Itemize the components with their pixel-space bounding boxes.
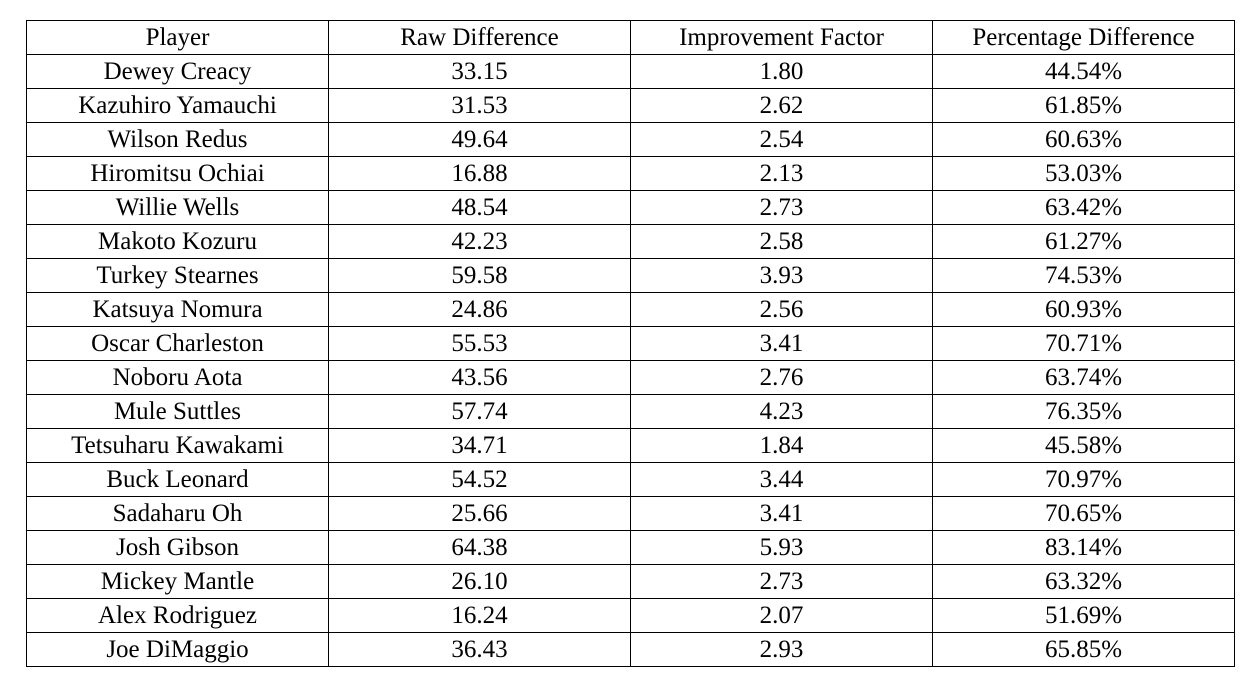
table-row: Josh Gibson 64.38 5.93 83.14% <box>26 530 1235 565</box>
table-row: Tetsuharu Kawakami 34.71 1.84 45.58% <box>26 428 1235 463</box>
player-name-cell: Buck Leonard <box>26 462 329 497</box>
raw-difference-cell: 26.10 <box>328 564 631 599</box>
percentage-difference-cell: 60.63% <box>932 122 1235 157</box>
table-header: Player Raw Difference Improvement Factor… <box>26 20 1235 55</box>
table-row: Mule Suttles 57.74 4.23 76.35% <box>26 394 1235 429</box>
improvement-factor-cell: 2.73 <box>630 190 933 225</box>
percentage-difference-cell: 44.54% <box>932 54 1235 89</box>
player-name-cell: Wilson Redus <box>26 122 329 157</box>
percentage-difference-cell: 74.53% <box>932 258 1235 293</box>
improvement-factor-cell: 3.41 <box>630 496 933 531</box>
percentage-difference-cell: 70.97% <box>932 462 1235 497</box>
player-name-cell: Noboru Aota <box>26 360 329 395</box>
table-row: Makoto Kozuru 42.23 2.58 61.27% <box>26 224 1235 259</box>
percentage-difference-cell: 70.71% <box>932 326 1235 361</box>
raw-difference-cell: 33.15 <box>328 54 631 89</box>
percentage-difference-cell: 63.32% <box>932 564 1235 599</box>
percentage-difference-cell: 76.35% <box>932 394 1235 429</box>
table-row: Buck Leonard 54.52 3.44 70.97% <box>26 462 1235 497</box>
raw-difference-cell: 49.64 <box>328 122 631 157</box>
table-row: Alex Rodriguez 16.24 2.07 51.69% <box>26 598 1235 633</box>
improvement-factor-cell: 2.73 <box>630 564 933 599</box>
player-name-cell: Dewey Creacy <box>26 54 329 89</box>
table-body: Dewey Creacy 33.15 1.80 44.54% Kazuhiro Yama… <box>26 54 1235 667</box>
player-name-cell: Willie Wells <box>26 190 329 225</box>
player-name-cell: Joe DiMaggio <box>26 632 329 667</box>
player-name-cell: Makoto Kozuru <box>26 224 329 259</box>
table-row: Wilson Redus 49.64 2.54 60.63% <box>26 122 1235 157</box>
percentage-difference-cell: 65.85% <box>932 632 1235 667</box>
improvement-factor-cell: 1.84 <box>630 428 933 463</box>
raw-difference-cell: 42.23 <box>328 224 631 259</box>
player-name-cell: Josh Gibson <box>26 530 329 565</box>
table-row: Turkey Stearnes 59.58 3.93 74.53% <box>26 258 1235 293</box>
raw-difference-cell: 57.74 <box>328 394 631 429</box>
player-name-cell: Alex Rodriguez <box>26 598 329 633</box>
header-row: Player Raw Difference Improvement Factor… <box>26 20 1235 55</box>
percentage-difference-cell: 51.69% <box>932 598 1235 633</box>
column-header-player: Player <box>26 20 329 55</box>
percentage-difference-cell: 83.14% <box>932 530 1235 565</box>
table-row: Noboru Aota 43.56 2.76 63.74% <box>26 360 1235 395</box>
player-name-cell: Turkey Stearnes <box>26 258 329 293</box>
raw-difference-cell: 64.38 <box>328 530 631 565</box>
percentage-difference-cell: 60.93% <box>932 292 1235 327</box>
player-name-cell: Sadaharu Oh <box>26 496 329 531</box>
table-row: Hiromitsu Ochiai 16.88 2.13 53.03% <box>26 156 1235 191</box>
raw-difference-cell: 59.58 <box>328 258 631 293</box>
percentage-difference-cell: 45.58% <box>932 428 1235 463</box>
percentage-difference-cell: 53.03% <box>932 156 1235 191</box>
raw-difference-cell: 31.53 <box>328 88 631 123</box>
improvement-factor-cell: 3.93 <box>630 258 933 293</box>
table-row: Sadaharu Oh 25.66 3.41 70.65% <box>26 496 1235 531</box>
raw-difference-cell: 24.86 <box>328 292 631 327</box>
table-row: Kazuhiro Yamauchi 31.53 2.62 61.85% <box>26 88 1235 123</box>
improvement-factor-cell: 2.62 <box>630 88 933 123</box>
table-row: Joe DiMaggio 36.43 2.93 65.85% <box>26 632 1235 667</box>
table-row: Katsuya Nomura 24.86 2.56 60.93% <box>26 292 1235 327</box>
improvement-factor-cell: 5.93 <box>630 530 933 565</box>
column-header-percentage-difference: Percentage Difference <box>932 20 1235 55</box>
player-stats-table: Player Raw Difference Improvement Factor… <box>26 20 1235 667</box>
improvement-factor-cell: 2.58 <box>630 224 933 259</box>
improvement-factor-cell: 2.76 <box>630 360 933 395</box>
improvement-factor-cell: 2.13 <box>630 156 933 191</box>
percentage-difference-cell: 63.74% <box>932 360 1235 395</box>
raw-difference-cell: 16.88 <box>328 156 631 191</box>
player-name-cell: Oscar Charleston <box>26 326 329 361</box>
improvement-factor-cell: 4.23 <box>630 394 933 429</box>
raw-difference-cell: 36.43 <box>328 632 631 667</box>
player-name-cell: Hiromitsu Ochiai <box>26 156 329 191</box>
player-name-cell: Katsuya Nomura <box>26 292 329 327</box>
column-header-raw-difference: Raw Difference <box>328 20 631 55</box>
improvement-factor-cell: 3.41 <box>630 326 933 361</box>
raw-difference-cell: 16.24 <box>328 598 631 633</box>
player-name-cell: Mule Suttles <box>26 394 329 429</box>
improvement-factor-cell: 2.93 <box>630 632 933 667</box>
raw-difference-cell: 54.52 <box>328 462 631 497</box>
improvement-factor-cell: 2.54 <box>630 122 933 157</box>
player-name-cell: Tetsuharu Kawakami <box>26 428 329 463</box>
raw-difference-cell: 25.66 <box>328 496 631 531</box>
percentage-difference-cell: 63.42% <box>932 190 1235 225</box>
percentage-difference-cell: 61.85% <box>932 88 1235 123</box>
column-header-improvement-factor: Improvement Factor <box>630 20 933 55</box>
improvement-factor-cell: 3.44 <box>630 462 933 497</box>
player-name-cell: Kazuhiro Yamauchi <box>26 88 329 123</box>
improvement-factor-cell: 2.56 <box>630 292 933 327</box>
raw-difference-cell: 48.54 <box>328 190 631 225</box>
table-row: Willie Wells 48.54 2.73 63.42% <box>26 190 1235 225</box>
improvement-factor-cell: 2.07 <box>630 598 933 633</box>
raw-difference-cell: 55.53 <box>328 326 631 361</box>
percentage-difference-cell: 61.27% <box>932 224 1235 259</box>
table-row: Oscar Charleston 55.53 3.41 70.71% <box>26 326 1235 361</box>
player-name-cell: Mickey Mantle <box>26 564 329 599</box>
raw-difference-cell: 43.56 <box>328 360 631 395</box>
table-row: Mickey Mantle 26.10 2.73 63.32% <box>26 564 1235 599</box>
table-row: Dewey Creacy 33.15 1.80 44.54% <box>26 54 1235 89</box>
improvement-factor-cell: 1.80 <box>630 54 933 89</box>
raw-difference-cell: 34.71 <box>328 428 631 463</box>
percentage-difference-cell: 70.65% <box>932 496 1235 531</box>
